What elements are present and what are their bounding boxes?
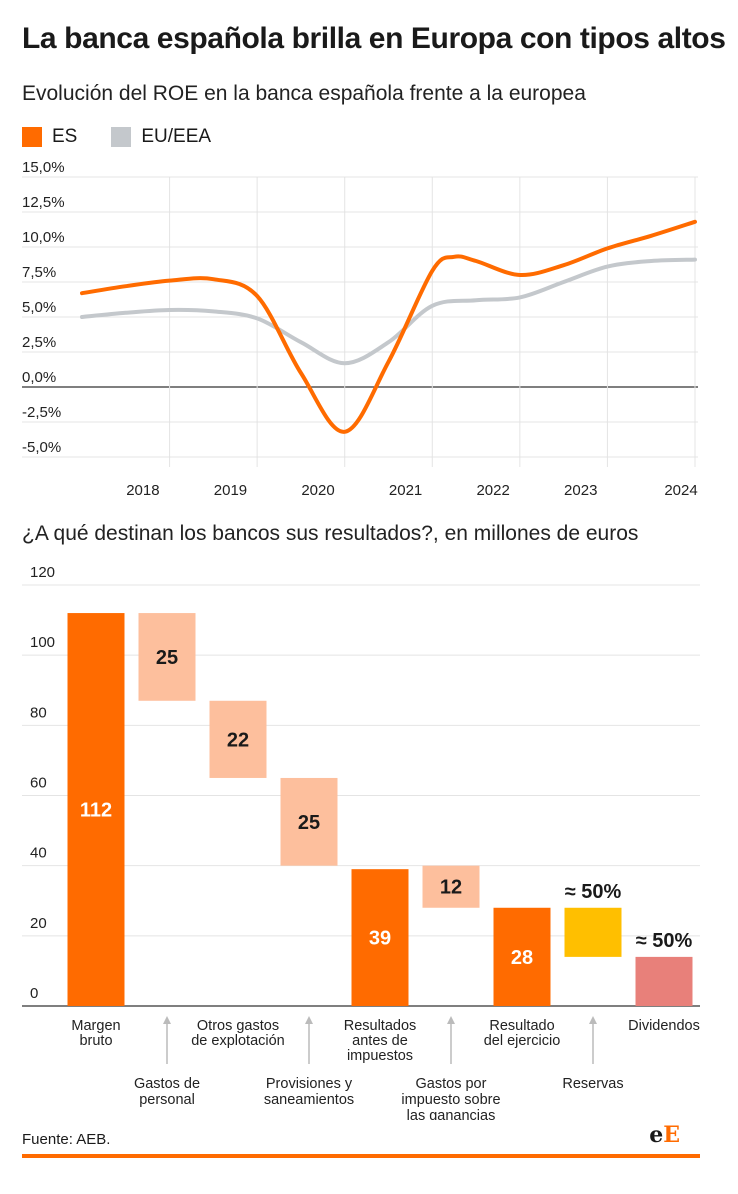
x-tick-label: 2018: [126, 482, 159, 499]
y-tick-label: 60: [30, 775, 47, 792]
y-tick-label: 20: [30, 915, 47, 932]
y-tick-label: 15,0%: [22, 160, 65, 176]
category-pointer-arrow: [163, 1016, 171, 1024]
y-tick-label: 10,0%: [22, 229, 65, 246]
category-pointer-arrow: [447, 1016, 455, 1024]
y-tick-label: 0: [30, 985, 38, 1002]
bar: [564, 907, 622, 957]
category-label: impuesto sobre: [401, 1092, 500, 1108]
x-tick-label: 2021: [389, 482, 422, 499]
bar-value-label: 28: [511, 947, 533, 969]
bar: [209, 700, 267, 778]
category-label: Dividendos: [628, 1018, 700, 1034]
y-tick-label: 7,5%: [22, 264, 56, 281]
bottom-rule: [22, 1154, 700, 1158]
category-label: de explotación: [191, 1033, 285, 1049]
category-label: Gastos de: [134, 1076, 200, 1092]
legend-swatch-eu: [111, 127, 132, 147]
category-pointer-arrow: [589, 1016, 597, 1024]
bar-value-label: 22: [227, 729, 249, 751]
y-tick-label: -5,0%: [22, 439, 61, 456]
bar: [280, 777, 338, 866]
category-label: antes de: [352, 1033, 408, 1049]
series-line-eu: [80, 257, 697, 366]
y-tick-label: -2,5%: [22, 404, 61, 421]
y-tick-label: 100: [30, 634, 55, 651]
category-label: Resultado: [489, 1018, 554, 1034]
x-tick-label: 2022: [476, 482, 509, 499]
x-tick-label: 2019: [214, 482, 247, 499]
series-line-es: [80, 219, 697, 434]
publisher-logo: eE: [649, 1122, 680, 1148]
legend-label-es: ES: [52, 126, 78, 147]
y-tick-label: 2,5%: [22, 334, 56, 351]
roe-line-chart: 15,0% 12,5% 10,0% 7,5% 5,0% 2,5% 0,0% -2,5% -5,0…: [22, 160, 698, 499]
bar-value-label: 25: [156, 647, 178, 669]
category-label: las ganancias: [407, 1108, 496, 1120]
bar-value-label: 39: [369, 928, 391, 950]
y-tick-label: 12,5%: [22, 194, 65, 211]
legend-item-eu: EU/EEA: [111, 126, 211, 148]
legend: ES EU/EEA: [22, 126, 245, 148]
category-label: Otros gastos: [197, 1018, 279, 1034]
bar-value-label: 25: [298, 812, 320, 834]
waterfall-chart-title: ¿A qué destinan los bancos sus resultado…: [22, 522, 639, 545]
category-pointer-arrow: [305, 1016, 313, 1024]
x-tick-label: 2020: [301, 482, 334, 499]
category-label: bruto: [79, 1033, 112, 1049]
category-label: Provisiones y: [266, 1076, 353, 1092]
bar: [493, 907, 551, 1006]
legend-label-eu: EU/EEA: [141, 126, 212, 147]
y-tick-label: 40: [30, 845, 47, 862]
bar-value-label: 12: [440, 877, 462, 899]
bar: [422, 865, 480, 908]
category-label: saneamientos: [264, 1092, 354, 1108]
category-label: del ejercicio: [484, 1033, 561, 1049]
legend-swatch-es: [22, 127, 42, 147]
bar: [635, 956, 693, 1006]
y-tick-label: 5,0%: [22, 299, 56, 316]
category-label: Resultados: [344, 1018, 417, 1034]
y-tick-label: 0,0%: [22, 369, 56, 386]
category-label: Gastos por: [416, 1076, 487, 1092]
category-label: Reservas: [562, 1076, 623, 1092]
bar-value-label: ≈ 50%: [636, 930, 693, 952]
bar-value-label: ≈ 50%: [565, 881, 622, 903]
y-tick-label: 120: [30, 564, 55, 581]
category-label: Margen: [71, 1018, 120, 1034]
x-tick-label: 2023: [564, 482, 597, 499]
line-chart-subtitle: Evolución del ROE en la banca española f…: [22, 82, 586, 105]
bar-value-label: 112: [80, 800, 112, 822]
category-label: personal: [139, 1092, 195, 1108]
legend-item-es: ES: [22, 126, 77, 148]
y-tick-label: 80: [30, 704, 47, 721]
category-label: impuestos: [347, 1048, 413, 1064]
bar: [138, 613, 196, 701]
bar: [67, 613, 125, 1006]
chart-title: La banca española brilla en Europa con t…: [22, 22, 726, 55]
source-note: Fuente: AEB.: [22, 1131, 111, 1148]
x-tick-label: 2024: [664, 482, 697, 499]
bar: [351, 869, 409, 1006]
